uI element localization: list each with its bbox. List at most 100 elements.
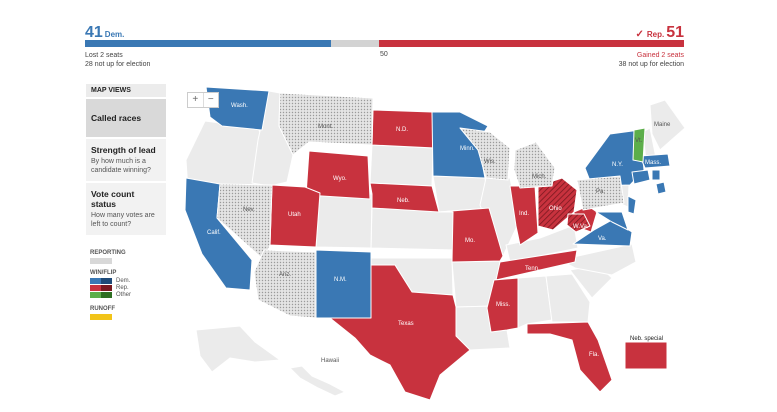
label-neb-special: Neb. special [630, 336, 663, 342]
view-called-races[interactable]: Called races [86, 99, 166, 137]
state-wva-flip[interactable] [566, 213, 591, 233]
state-pa[interactable] [576, 175, 625, 211]
legend-other-swatch [90, 292, 112, 298]
legend-reporting: REPORTING [90, 250, 126, 265]
legend-dem-label: Dem. [116, 278, 131, 284]
dem-seat-fill [85, 40, 331, 47]
label-wva: W.Va. [573, 224, 589, 230]
state-tenn[interactable] [495, 249, 578, 281]
label-nev: Nev. [243, 207, 255, 213]
state-nm[interactable] [315, 249, 372, 319]
dem-seat-count: 41 Dem. [85, 24, 125, 41]
label-fla: Fla. [589, 352, 599, 358]
zoom-control: + − [187, 92, 219, 108]
state-ky[interactable] [505, 224, 579, 263]
rep-not-up-text: 38 not up for election [618, 61, 684, 68]
state-miss[interactable] [486, 277, 519, 333]
legend-reporting-swatch [90, 258, 112, 264]
state-vt[interactable] [632, 127, 646, 163]
legend-rep-label: Rep. [116, 285, 129, 291]
zoom-out-button[interactable]: − [202, 93, 219, 107]
state-ct[interactable] [631, 169, 651, 185]
seat-bar [85, 40, 684, 47]
label-minn: Minn. [460, 146, 475, 152]
state-wash[interactable] [205, 86, 270, 131]
zoom-in-button[interactable]: + [192, 94, 199, 105]
label-mont: Mont. [318, 124, 333, 130]
dem-change-text: Lost 2 seats [85, 52, 123, 59]
label-neb: Neb. [397, 198, 410, 204]
view-strength-of-lead[interactable]: Strength of lead By how much is a candid… [86, 139, 166, 181]
state-sd[interactable] [369, 144, 434, 187]
label-nm: N.M. [334, 277, 347, 283]
state-maine[interactable] [649, 99, 686, 151]
label-mass: Mass. [645, 160, 661, 166]
label-maine: Maine [654, 122, 671, 128]
rep-seat-fill [379, 40, 684, 47]
legend-runoff-title: RUNOFF [90, 306, 115, 312]
state-md[interactable] [595, 211, 629, 231]
legend-runoff-swatch [90, 314, 112, 320]
view-vote-count-title: Vote count status [91, 189, 135, 209]
state-neb-special[interactable] [624, 341, 668, 370]
state-hawaii[interactable] [289, 365, 346, 397]
state-mass[interactable] [639, 153, 671, 169]
label-ariz: Ariz. [279, 272, 291, 278]
label-ohio: Ohio [549, 206, 562, 212]
label-mich: Mich. [532, 174, 547, 180]
legend-rep-swatch [90, 285, 112, 291]
view-vote-count-desc: How many votes are left to count? [91, 212, 155, 228]
label-pa: Pa. [596, 189, 605, 195]
view-strength-title: Strength of lead [91, 145, 156, 155]
label-calif: Calif. [207, 230, 221, 236]
label-mo: Mo. [465, 238, 475, 244]
state-ga[interactable] [545, 273, 591, 323]
view-strength-desc: By how much is a candidate winning? [91, 158, 151, 174]
state-wyo[interactable] [305, 150, 371, 200]
rep-change-text: Gained 2 seats [636, 52, 684, 59]
state-neb[interactable] [369, 182, 440, 213]
label-tenn: Tenn. [525, 266, 540, 272]
label-ind: Ind. [519, 211, 529, 217]
map-views-panel: MAP VIEWS Called races Strength of lead … [86, 84, 166, 235]
state-ri[interactable] [651, 169, 661, 181]
view-called-races-title: Called races [91, 113, 142, 123]
checkmark-icon: ✓ [635, 29, 644, 40]
state-texas[interactable] [329, 257, 471, 401]
state-col[interactable] [315, 192, 373, 249]
state-kan[interactable] [370, 207, 457, 251]
state-mo[interactable] [438, 207, 504, 263]
state-mich[interactable] [513, 141, 556, 189]
state-hawaii-dem[interactable] [655, 181, 667, 195]
dem-party-label: Dem. [104, 30, 125, 39]
state-fla[interactable] [526, 321, 613, 393]
state-ariz[interactable] [253, 249, 317, 319]
map-views-header: MAP VIEWS [86, 84, 166, 97]
legend-runoff: RUNOFF [90, 306, 116, 321]
legend-win-title: WIN/FLIP [90, 270, 117, 276]
legend-win-flip: WIN/FLIP Dem. Rep. Other [90, 270, 131, 299]
legend-reporting-title: REPORTING [90, 250, 126, 256]
view-vote-count-status[interactable]: Vote count status How many votes are lef… [86, 183, 166, 235]
legend-other-label: Other [116, 292, 132, 298]
label-miss: Miss. [496, 302, 510, 308]
state-nc[interactable] [559, 243, 637, 276]
label-hawaii: Hawaii [321, 358, 339, 364]
label-va: Va. [598, 236, 607, 242]
state-mont[interactable] [278, 92, 374, 156]
senate-tally: 41 Dem. ✓ Rep. 51 50 Lost 2 seats 28 not up… [0, 0, 777, 70]
label-ny: N.Y. [612, 162, 623, 168]
majority-label: 50 [380, 51, 388, 58]
label-vt: Vt. [635, 138, 643, 144]
label-nd: N.D. [396, 127, 408, 133]
state-wis[interactable] [459, 127, 511, 181]
rep-party-label: Rep. [646, 30, 665, 39]
label-wis: Wis. [484, 159, 496, 165]
rep-seat-count: ✓ Rep. 51 [635, 24, 684, 41]
state-alaska[interactable] [195, 325, 281, 373]
state-del[interactable] [627, 195, 637, 215]
label-wash: Wash. [231, 103, 248, 109]
label-texas: Texas [398, 321, 414, 327]
label-utah: Utah [288, 212, 301, 218]
